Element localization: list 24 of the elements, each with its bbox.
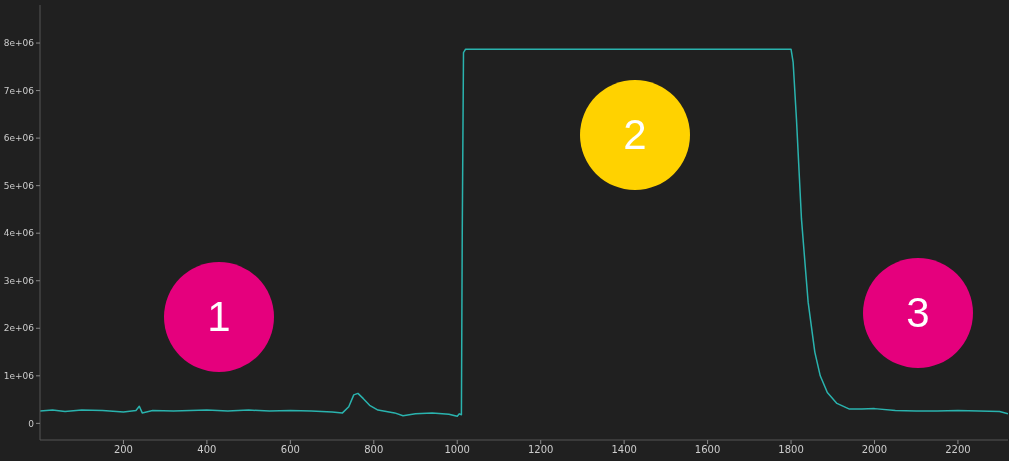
y-tick-label: 5e+06 [3, 180, 35, 191]
x-tick-label: 600 [280, 444, 300, 456]
y-tick-label: 0 [28, 418, 35, 429]
line-series [40, 48, 1008, 417]
x-tick-label: 800 [364, 444, 384, 456]
x-tick-label: 2000 [861, 444, 888, 456]
x-tick-label: 1600 [694, 444, 721, 456]
y-tick-label: 1e+06 [3, 371, 35, 382]
y-tick-label: 2e+06 [3, 323, 35, 334]
x-tick-label: 1200 [527, 444, 554, 456]
circle-badge: 3 [863, 258, 973, 368]
y-tick-label: 6e+06 [3, 133, 35, 144]
y-tick-label: 3e+06 [3, 275, 35, 286]
x-tick-label: 1000 [444, 444, 470, 456]
y-tick-label: 4e+06 [3, 228, 35, 239]
x-tick-label: 1800 [778, 444, 804, 456]
circle-badge: 1 [164, 262, 274, 372]
x-tick-label: 2200 [945, 444, 971, 456]
circle-badge: 2 [580, 80, 690, 190]
y-tick-label: 7e+06 [3, 85, 35, 96]
x-tick-label: 1400 [611, 444, 637, 456]
x-tick-label: 200 [113, 444, 133, 456]
x-tick-label: 400 [197, 444, 217, 456]
y-tick-label: 8e+06 [3, 38, 35, 49]
